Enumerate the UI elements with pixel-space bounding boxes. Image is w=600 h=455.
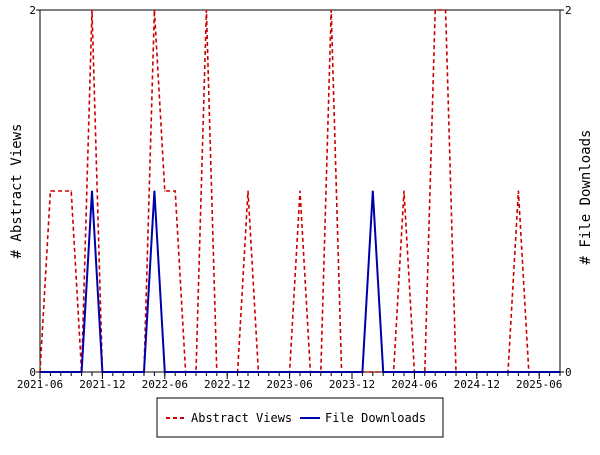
x-tick-label: 2023-06 bbox=[266, 378, 312, 391]
data-point-abstract-views bbox=[70, 190, 72, 192]
x-tick-label: 2021-12 bbox=[79, 378, 125, 391]
x-tick-label: 2024-12 bbox=[454, 378, 500, 391]
x-tick-label: 2025-06 bbox=[516, 378, 562, 391]
ticks-layer: 2021-06 2021-12 2022-06 2022-12 2023-06 2023-… bbox=[17, 4, 572, 391]
data-point-abstract-views bbox=[403, 190, 405, 192]
x-tick-label: 2022-12 bbox=[204, 378, 250, 391]
data-point-abstract-views bbox=[247, 190, 249, 192]
data-point-abstract-views bbox=[205, 9, 207, 11]
x-tick-label: 2023-12 bbox=[329, 378, 375, 391]
data-point-abstract-views bbox=[153, 9, 155, 11]
data-point-file-downloads bbox=[91, 190, 93, 192]
data-point-abstract-views bbox=[60, 190, 62, 192]
data-point-abstract-views bbox=[174, 190, 176, 192]
data-point-abstract-views bbox=[299, 190, 301, 192]
y-right-tick-label: 0 bbox=[565, 366, 572, 379]
data-point-file-downloads bbox=[153, 190, 155, 192]
x-tick-label: 2021-06 bbox=[17, 378, 63, 391]
data-point-abstract-views bbox=[445, 9, 447, 11]
legend: Abstract Views File Downloads bbox=[156, 397, 444, 438]
data-point-abstract-views bbox=[91, 9, 93, 11]
data-point-abstract-views bbox=[49, 190, 52, 192]
y-right-tick-label: 2 bbox=[565, 4, 572, 17]
y-left-tick-label: 0 bbox=[29, 366, 36, 379]
right-axis-title: # File Downloads bbox=[578, 130, 594, 265]
x-tick-label: 2022-06 bbox=[142, 378, 188, 391]
data-point-abstract-views bbox=[164, 190, 166, 192]
data-point-abstract-views bbox=[434, 9, 436, 11]
data-point-abstract-views bbox=[517, 190, 520, 192]
legend-label-abstract-views: Abstract Views bbox=[191, 411, 292, 425]
y-left-tick-label: 2 bbox=[29, 4, 36, 17]
left-axis-title: # Abstract Views bbox=[9, 124, 25, 259]
data-point-file-downloads bbox=[372, 190, 374, 192]
x-tick-label: 2024-06 bbox=[391, 378, 437, 391]
data-point-abstract-views bbox=[330, 9, 332, 11]
legend-label-file-downloads: File Downloads bbox=[325, 411, 426, 425]
